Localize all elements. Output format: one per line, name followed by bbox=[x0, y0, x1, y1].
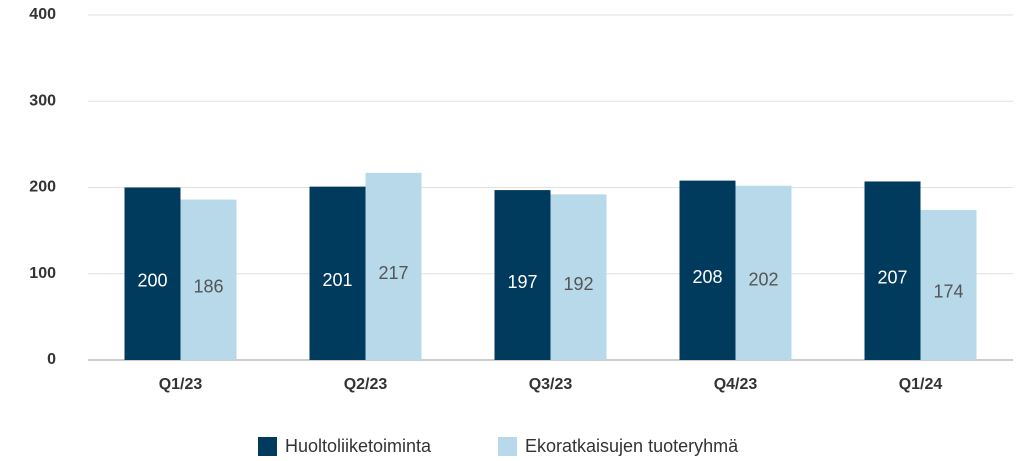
bar bbox=[864, 181, 921, 360]
data-label: 207 bbox=[877, 267, 907, 287]
y-tick-label: 0 bbox=[47, 351, 56, 368]
data-label: 202 bbox=[748, 270, 778, 290]
data-label: 186 bbox=[193, 277, 223, 297]
x-tick-label: Q4/23 bbox=[714, 376, 758, 393]
legend-label: Ekoratkaisujen tuoteryhmä bbox=[525, 436, 739, 456]
x-tick-label: Q2/23 bbox=[344, 376, 388, 393]
legend-label: Huoltoliiketoiminta bbox=[285, 436, 432, 456]
bar bbox=[124, 187, 181, 360]
data-label: 200 bbox=[137, 271, 167, 291]
bar bbox=[365, 172, 422, 360]
x-tick-label: Q3/23 bbox=[529, 376, 573, 393]
bar bbox=[735, 185, 792, 360]
x-tick-label: Q1/23 bbox=[159, 376, 203, 393]
y-tick-label: 300 bbox=[29, 92, 56, 109]
bar bbox=[679, 180, 736, 360]
data-label: 201 bbox=[322, 270, 352, 290]
legend-swatch bbox=[498, 437, 517, 456]
bar bbox=[550, 194, 607, 360]
bar bbox=[180, 199, 237, 360]
x-tick-label: Q1/24 bbox=[899, 376, 943, 393]
y-tick-label: 400 bbox=[29, 6, 56, 23]
data-label: 217 bbox=[378, 263, 408, 283]
bar bbox=[920, 209, 977, 360]
bar bbox=[309, 186, 366, 360]
data-label: 192 bbox=[563, 274, 593, 294]
data-label: 197 bbox=[507, 272, 537, 292]
legend-swatch bbox=[258, 437, 277, 456]
data-label: 208 bbox=[692, 267, 722, 287]
y-tick-label: 200 bbox=[29, 179, 56, 196]
bar bbox=[494, 190, 551, 360]
data-label: 174 bbox=[933, 282, 963, 302]
y-tick-label: 100 bbox=[29, 265, 56, 282]
